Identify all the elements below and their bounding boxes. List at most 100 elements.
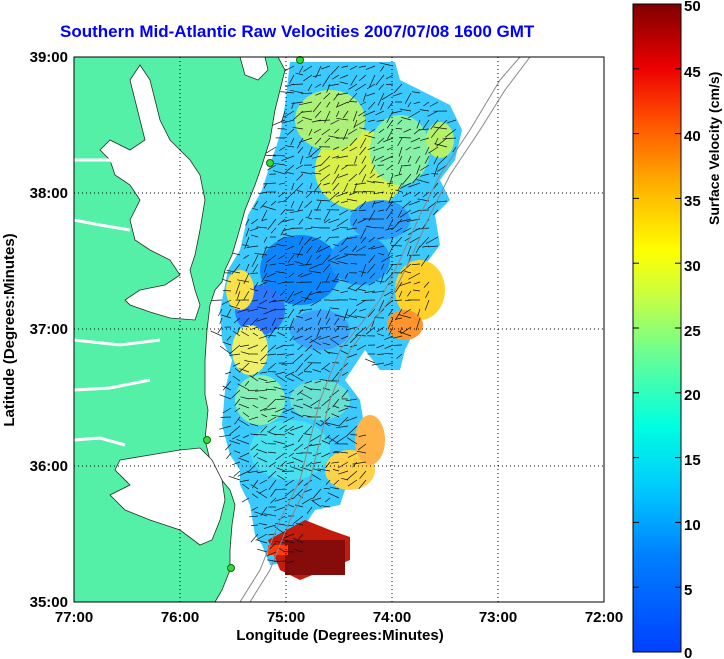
velocity-arrow [397,209,403,218]
velocity-arrow [380,65,385,72]
velocity-arrow [325,236,331,242]
velocity-arrow [336,117,349,121]
velocity-arrow [245,227,250,237]
plot-frame [73,56,605,603]
velocity-arrow [300,466,313,472]
velocity-arrow [309,335,322,344]
colorbar-gradient [632,3,682,653]
velocity-arrow [263,290,268,298]
velocity-arrow [392,92,403,97]
velocity-arrow [239,452,250,458]
velocity-arrow [249,515,259,518]
velocity-arrow [346,236,358,240]
velocity-arrow [352,461,367,465]
velocity-arrow [336,434,349,443]
velocity-arrow [371,155,376,164]
station-marker[interactable] [296,56,304,64]
velocity-arrow [337,260,349,265]
velocity-arrow [415,317,421,331]
velocity-arrow [250,234,259,238]
velocity-arrow [331,413,340,418]
velocity-arrow [282,233,295,238]
velocity-arrow [265,388,277,391]
velocity-arrow [423,281,430,288]
velocity-arrow [360,236,367,244]
y-tick-label: 35:00 [30,594,68,611]
station-marker[interactable] [266,159,274,167]
velocity-arrow [259,281,268,286]
velocity-arrow [293,443,304,452]
velocity-arrow [258,522,268,526]
velocity-arrow [414,191,421,197]
velocity-arrow [349,335,358,344]
velocity-arrow [384,335,394,341]
station-marker[interactable] [227,564,235,572]
velocity-arrow [307,190,322,193]
velocity-arrow [349,146,358,152]
velocity-arrow [375,74,385,86]
x-axis-label: Longitude (Degrees:Minutes) [236,627,444,644]
velocity-arrow [398,146,403,157]
y-axis: 39:00 38:00 37:00 36:00 35:00 Latitude (… [1,49,68,611]
velocity-arrow [290,137,295,146]
velocity-arrow [298,308,304,315]
velocity-arrow [376,119,385,122]
velocity-arrow [256,226,268,229]
velocity-arrow [267,371,277,373]
velocity-arrow [228,475,241,481]
velocity-arrow [303,385,313,391]
station-marker[interactable] [203,436,211,444]
velocity-arrow [331,461,340,464]
velocity-arrow [243,434,250,439]
velocity-arrow [316,254,322,260]
velocity-arrow [267,559,277,562]
velocity-arrow [341,164,349,170]
velocity-arrow [334,164,340,175]
velocity-arrow [234,398,241,406]
velocity-arrow [324,110,331,124]
colorbar-tick-label: 30 [684,258,701,275]
velocity-arrow [422,191,430,198]
velocity-arrow [280,209,286,216]
velocity-arrow [394,281,403,293]
velocity-arrow [321,398,331,407]
velocity-arrow [298,137,313,143]
velocity-arrow [284,191,295,202]
velocity-arrow [226,335,232,341]
velocity-arrow [380,263,385,270]
velocity-arrow [295,315,304,319]
velocity-arrow [367,308,376,318]
velocity-arrow [256,470,268,474]
velocity-arrow [387,281,394,286]
velocity-arrow [399,209,412,218]
velocity-arrow [261,218,268,222]
velocity-arrow [378,128,385,134]
velocity-arrow [222,289,232,292]
velocity-arrow [406,245,412,257]
velocity-arrow [397,137,403,147]
velocity-arrow [365,326,376,335]
velocity-arrow [396,353,403,359]
velocity-arrow [264,146,277,155]
velocity-arrow [339,245,349,253]
velocity-arrow [246,245,259,248]
velocity-arrow [377,333,385,337]
velocity-arrow [413,281,421,285]
velocity-arrow [272,154,286,157]
velocity-arrow [267,362,277,371]
x-tick-label: 72:00 [585,609,623,626]
velocity-arrow [268,479,277,491]
velocity-arrow [303,65,313,72]
velocity-arrow [358,164,367,175]
velocity-arrow [365,65,376,70]
colorbar-label: Surface Velocity (cm/s) [706,71,722,225]
velocity-arrow [334,317,340,325]
velocity-arrow [342,371,349,376]
grid-lines [74,57,604,602]
velocity-arrow [335,425,349,429]
velocity-arrow [270,488,277,497]
velocity-arrow [297,389,304,396]
velocity-arrow [312,369,322,373]
velocity-arrow [399,281,412,287]
velocity-arrow [335,110,340,118]
